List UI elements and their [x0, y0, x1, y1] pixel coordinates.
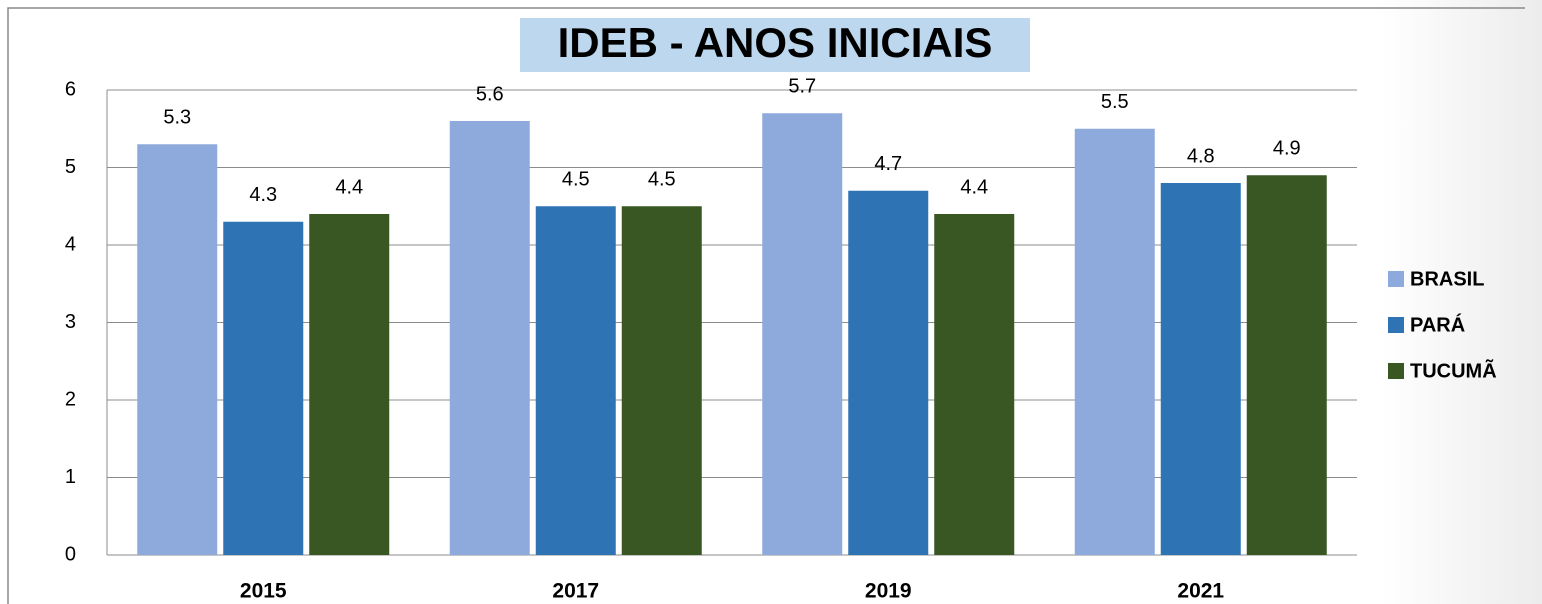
- bar: [223, 221, 304, 555]
- background-edge: [1380, 0, 1542, 604]
- bar: [934, 214, 1015, 555]
- chart-frame: [7, 7, 1525, 604]
- legend-swatch: [1388, 271, 1404, 287]
- data-label: 4.3: [249, 184, 277, 206]
- legend-swatch: [1388, 317, 1404, 333]
- data-label: 4.5: [648, 169, 676, 191]
- y-tick-label: 0: [65, 543, 76, 565]
- x-tick-label: 2015: [240, 580, 287, 603]
- legend-label: TUCUMÃ: [1410, 359, 1497, 382]
- bar: [535, 206, 616, 555]
- title-box: [520, 18, 1030, 72]
- x-tick-label: 2017: [552, 580, 599, 603]
- y-tick-label: 6: [65, 78, 76, 100]
- y-tick-label: 3: [65, 311, 76, 333]
- bar: [309, 214, 390, 555]
- bar: [137, 144, 218, 555]
- data-label: 4.7: [874, 153, 902, 175]
- data-label: 5.5: [1101, 91, 1129, 113]
- y-tick-label: 5: [65, 156, 76, 178]
- x-tick-label: 2019: [865, 580, 912, 603]
- data-label: 4.4: [335, 176, 363, 198]
- bar: [449, 121, 530, 555]
- legend-label: BRASIL: [1410, 268, 1484, 290]
- y-tick-label: 1: [65, 466, 76, 488]
- bar: [848, 190, 929, 555]
- bar: [1246, 175, 1327, 555]
- chart-title: IDEB - ANOS INICIAIS: [558, 19, 993, 66]
- bar: [762, 113, 843, 555]
- x-tick-label: 2021: [1177, 580, 1224, 603]
- bar: [621, 206, 702, 555]
- data-label: 5.6: [476, 83, 504, 105]
- legend-label: PARÁ: [1410, 313, 1465, 336]
- data-label: 4.4: [960, 176, 988, 198]
- data-label: 4.9: [1273, 138, 1301, 160]
- bar: [1074, 128, 1155, 555]
- y-tick-label: 4: [65, 233, 76, 255]
- legend-swatch: [1388, 363, 1404, 379]
- data-label: 4.5: [562, 169, 590, 191]
- data-label: 4.8: [1187, 145, 1215, 167]
- bar: [1160, 183, 1241, 555]
- data-label: 5.3: [163, 107, 191, 129]
- data-label: 5.7: [788, 76, 816, 98]
- y-tick-label: 2: [65, 388, 76, 410]
